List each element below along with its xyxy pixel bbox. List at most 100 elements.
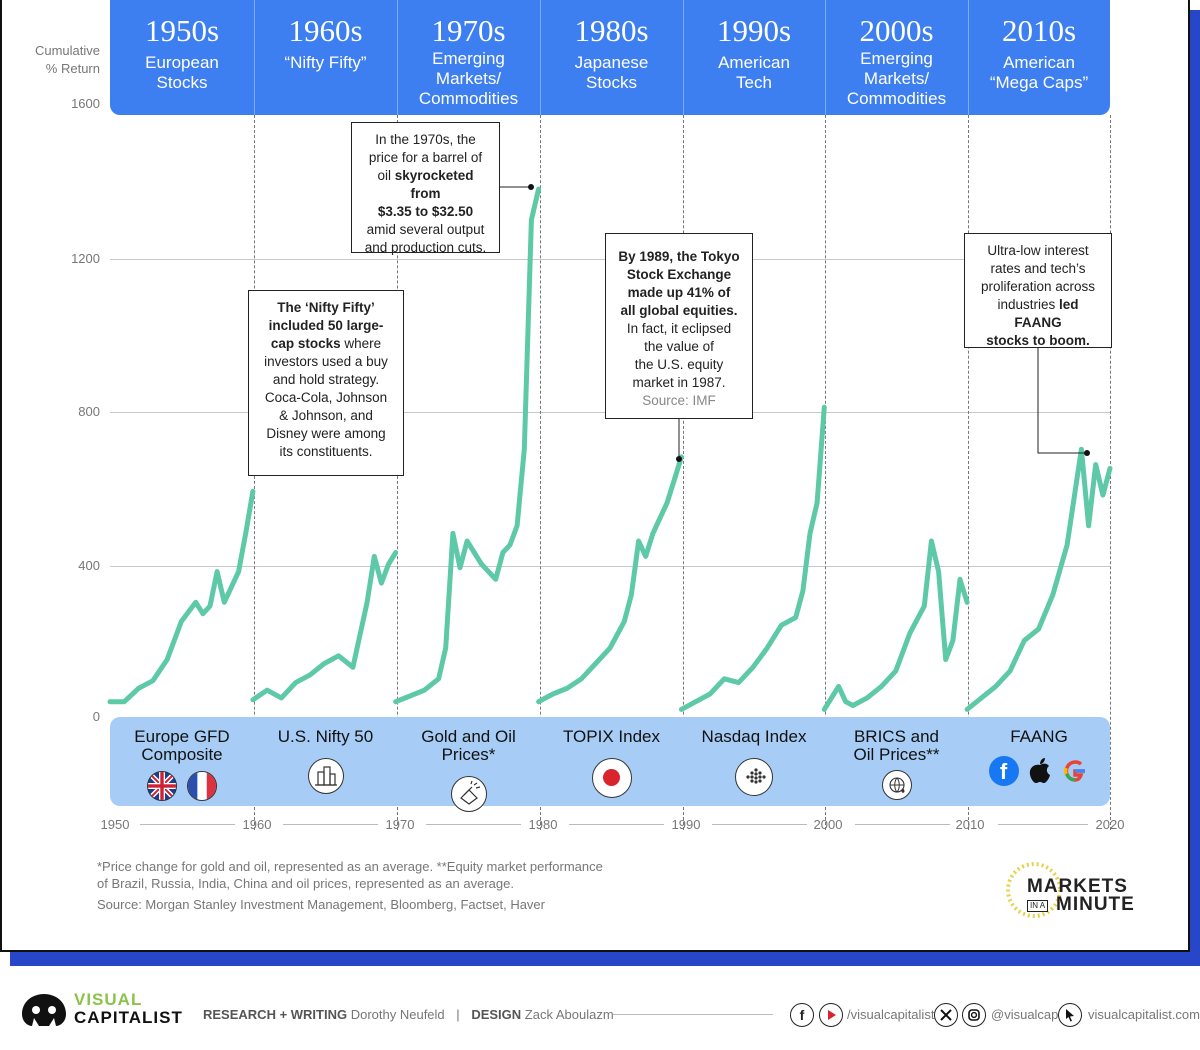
- era-decade: 1950s: [144, 13, 220, 48]
- annotation-line: the value of: [644, 339, 714, 354]
- social-handle-2[interactable]: @visualcap: [991, 1007, 1059, 1022]
- annotation-line: In the 1970s, the: [375, 132, 476, 147]
- index-name: Europe GFD Composite: [134, 727, 230, 764]
- annotation-connectors: [500, 184, 1090, 462]
- index-name: BRICS and Oil Prices**: [853, 727, 940, 764]
- social-handle-1[interactable]: /visualcapitalist: [847, 1007, 935, 1022]
- annotation-line: rates and tech’s: [990, 261, 1086, 276]
- uk-flag-icon: [146, 771, 177, 801]
- footnote-line1: *Price change for gold and oil, represen…: [97, 859, 603, 874]
- decade-separator: [825, 115, 826, 830]
- credit-research-label: RESEARCH + WRITING: [203, 1007, 348, 1022]
- gridline-400: [110, 566, 1110, 567]
- x-tick-label: 2010: [955, 817, 985, 832]
- y-tick-label: 800: [78, 404, 100, 419]
- footnotes: *Price change for gold and oil, represen…: [97, 858, 657, 892]
- era-2000s: 2000s Emerging Markets/Commodities: [825, 0, 968, 115]
- index-us-nifty-50: U.S. Nifty 50: [254, 717, 397, 806]
- annotation-line: Disney were among: [266, 426, 386, 441]
- era-header-band: [110, 0, 1110, 115]
- era-decade: 1970s: [431, 13, 506, 48]
- annotation-line: proliferation across: [980, 279, 1096, 294]
- annotation-line: & Johnson, and: [279, 408, 373, 423]
- annotation-line: industries led FAANG: [997, 297, 1079, 330]
- era-label: American Tech: [718, 53, 790, 92]
- y-tick-label: 1200: [71, 251, 100, 266]
- france-flag-icon: [187, 771, 218, 801]
- cursor-website-icon[interactable]: [1058, 1003, 1082, 1027]
- facebook-social-icon[interactable]: f: [790, 1003, 814, 1027]
- era-label: Japanese Stocks: [574, 53, 649, 92]
- era-label: Emerging Markets/Commodities: [418, 49, 519, 108]
- apple-icon: [1027, 756, 1053, 786]
- index-nasdaq: Nasdaq Index: [683, 717, 825, 806]
- x-social-icon[interactable]: [934, 1003, 958, 1027]
- index-europe-gfd: Europe GFD Composite: [110, 717, 254, 806]
- index-name: FAANG: [1010, 727, 1068, 746]
- series-line-3: [393, 186, 542, 705]
- website-link[interactable]: visualcapitalist.com: [1088, 1007, 1200, 1022]
- facebook-icon: f: [988, 756, 1019, 786]
- decade-separator: [683, 115, 684, 830]
- footer-divider: [613, 1014, 773, 1015]
- era-decade: 2000s: [859, 13, 934, 48]
- visual-capitalist-logo-icon: [16, 988, 72, 1032]
- x-axis-segment: [855, 824, 950, 825]
- annotation-oil-prices: In the 1970s, the price for a barrel of oi…: [351, 122, 500, 255]
- x-tick-label: 1950: [100, 817, 130, 832]
- faang-connector-dot: [1084, 450, 1090, 456]
- logo-text-markets: MARKETS: [1027, 876, 1128, 897]
- series-line-1: [107, 488, 256, 705]
- markets-in-a-minute-logo: MARKETS IN A MINUTE: [1004, 860, 1134, 920]
- instagram-social-icon[interactable]: [962, 1003, 986, 1027]
- era-divider: [968, 0, 969, 115]
- x-tick-label: 2000: [813, 817, 843, 832]
- era-1970s: 1970s Emerging Markets/Commodities: [397, 0, 540, 115]
- annotation-line: stocks to boom.: [986, 333, 1090, 348]
- series-line-2: [250, 550, 399, 703]
- index-name: Gold and Oil Prices*: [421, 727, 516, 764]
- series-line-7: [964, 446, 1113, 712]
- annotation-line: the U.S. equity: [634, 357, 724, 372]
- x-axis-segment: [998, 824, 1088, 825]
- series-line-4: [536, 454, 684, 705]
- x-tick-label: 1970: [385, 817, 415, 832]
- line-plot: [107, 186, 1113, 712]
- annotation-line: investors used a buy: [264, 354, 388, 369]
- gold-bars-icon: [450, 776, 487, 812]
- youtube-social-icon[interactable]: [819, 1003, 843, 1027]
- x-axis-segment: [283, 824, 378, 825]
- annotation-line: included 50 large-: [268, 318, 384, 333]
- annotation-line: By 1989, the Tokyo: [618, 249, 740, 264]
- annotation-line: cap stocks where: [270, 336, 382, 351]
- y-tick-label: 0: [92, 709, 100, 724]
- credit-design-name: Zack Aboulazm: [524, 1007, 614, 1022]
- era-decade: 1980s: [574, 13, 649, 48]
- y-axis-title-line2: % Return: [45, 61, 100, 76]
- x-tick-label: 1960: [242, 817, 272, 832]
- annotation-tokyo-exchange: By 1989, the Tokyo Stock Exchange made up …: [605, 233, 753, 419]
- city-buildings-icon: [307, 758, 344, 794]
- x-axis-segment: [426, 824, 521, 825]
- era-decade: 1990s: [716, 13, 792, 48]
- annotation-line: and hold strategy.: [272, 372, 380, 387]
- index-name: TOPIX Index: [562, 727, 660, 746]
- index-faang: FAANG f: [968, 717, 1110, 806]
- annotation-faang: Ultra-low interest rates and tech’s prolif…: [964, 233, 1112, 348]
- x-tick-label: 1980: [528, 817, 558, 832]
- logo-text-in-a: IN A: [1027, 900, 1049, 912]
- annotation-line: all global equities.: [620, 303, 738, 318]
- annotation-line: price for a barrel of: [368, 150, 483, 165]
- era-decade: 2010s: [1001, 13, 1077, 48]
- y-tick-label: 1600: [71, 96, 100, 111]
- era-divider: [254, 0, 255, 115]
- annotation-nifty-fifty: The ‘Nifty Fifty’ included 50 large-cap s…: [248, 290, 404, 476]
- era-decade: 1960s: [288, 13, 363, 48]
- series-line-5: [678, 404, 827, 712]
- logo-text-minute: MINUTE: [1056, 894, 1135, 915]
- visual-capitalist-wordmark: VISUAL CAPITALIST: [74, 991, 183, 1027]
- annotation-line: market in 1987.: [632, 375, 726, 390]
- index-name: Nasdaq Index: [701, 727, 807, 746]
- x-tick-label: 2020: [1095, 817, 1125, 832]
- x-axis-segment: [140, 824, 235, 825]
